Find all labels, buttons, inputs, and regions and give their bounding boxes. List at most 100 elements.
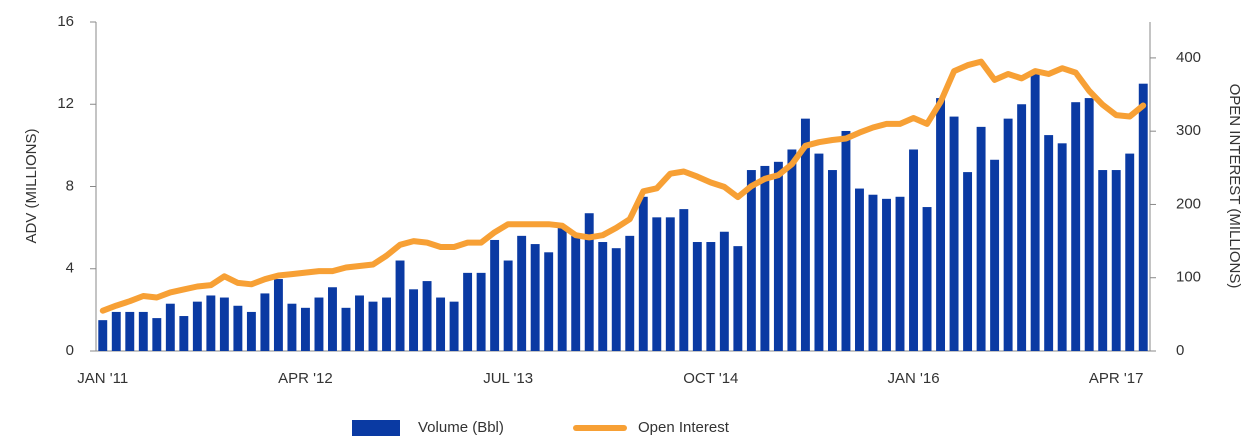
bar [314, 297, 324, 351]
bar [422, 281, 432, 351]
bar [1003, 118, 1013, 351]
bar [1138, 83, 1148, 351]
bar [409, 289, 419, 351]
y-tick-label: 16 [57, 13, 74, 30]
bar [976, 126, 986, 352]
bar [98, 320, 108, 351]
bar [909, 149, 918, 351]
bar [165, 303, 175, 351]
bar [246, 311, 256, 351]
bar [800, 118, 810, 351]
bar [787, 149, 797, 351]
bar [395, 260, 405, 351]
bar [814, 153, 824, 351]
bar [1098, 170, 1108, 351]
bar [733, 246, 743, 351]
legend-label: Volume (Bbl) [418, 419, 504, 436]
y2-tick-label: 300 [1176, 122, 1201, 139]
bar [841, 130, 851, 351]
bar [1030, 71, 1040, 351]
bar [1111, 170, 1121, 351]
bar [882, 198, 891, 351]
bar [692, 242, 702, 351]
bar [638, 196, 648, 351]
y-tick-label: 4 [66, 260, 74, 277]
line [99, 58, 1147, 314]
bar [665, 217, 675, 351]
x-tick-label: JAN '16 [887, 370, 939, 387]
y2-axis-title: OPEN INTEREST (MILLIONS) [1226, 84, 1243, 289]
bar [1017, 104, 1027, 351]
bar [557, 227, 567, 351]
bar [895, 196, 905, 351]
y-tick-label: 8 [66, 177, 74, 194]
bar [746, 170, 756, 351]
x-tick-label: JUL '13 [483, 370, 533, 387]
bar [827, 170, 837, 351]
bar [436, 297, 446, 351]
bar [936, 98, 946, 351]
bar [125, 311, 135, 351]
bar [328, 287, 337, 351]
x-tick-label: JAN '11 [77, 370, 128, 387]
bar [922, 207, 932, 351]
y2-tick-label: 100 [1176, 269, 1201, 286]
bar [503, 260, 513, 351]
bar [287, 303, 297, 351]
bar [868, 194, 878, 351]
bar [1057, 143, 1067, 351]
bar [1044, 135, 1054, 351]
x-tick-label: APR '17 [1089, 370, 1144, 387]
x-tick-label: APR '12 [278, 370, 333, 387]
bar [192, 301, 202, 351]
bar [719, 231, 729, 351]
bar [1071, 102, 1081, 351]
y-axis-title: ADV (MILLIONS) [23, 128, 40, 243]
bar [260, 293, 270, 351]
bar [206, 295, 216, 351]
bar [179, 316, 189, 351]
bar [760, 165, 770, 351]
bar [855, 188, 864, 351]
bar [111, 311, 121, 351]
bar [652, 217, 662, 351]
bar [233, 305, 243, 351]
bar [138, 311, 148, 351]
bar [463, 272, 473, 351]
bar [1084, 98, 1094, 351]
bar [300, 307, 310, 351]
bar [219, 297, 229, 351]
bar [530, 244, 540, 351]
y2-tick-label: 0 [1176, 342, 1184, 359]
bar [706, 242, 716, 351]
bar [449, 301, 459, 351]
y-tick-label: 12 [57, 95, 74, 112]
bar [368, 301, 378, 351]
bar [355, 295, 364, 351]
x-tick-label: OCT '14 [683, 370, 738, 387]
y-tick-label: 0 [66, 342, 74, 359]
bar [476, 272, 486, 351]
bar [773, 161, 783, 351]
bar [382, 297, 391, 351]
bar [517, 235, 527, 351]
bar [152, 318, 162, 351]
bar [571, 235, 581, 351]
bar [341, 307, 351, 351]
bar [273, 279, 283, 351]
bar [990, 159, 1000, 351]
bar [949, 116, 959, 352]
legend-swatch [352, 420, 400, 436]
bar [1125, 153, 1135, 351]
bar [963, 172, 973, 351]
y2-tick-label: 400 [1176, 49, 1201, 66]
bar [625, 235, 635, 351]
legend-label: Open Interest [638, 419, 730, 436]
bar [611, 248, 621, 351]
bar [490, 239, 500, 351]
bar [598, 242, 608, 351]
y2-tick-label: 200 [1176, 195, 1201, 212]
bar [544, 252, 554, 351]
bar [679, 209, 689, 351]
